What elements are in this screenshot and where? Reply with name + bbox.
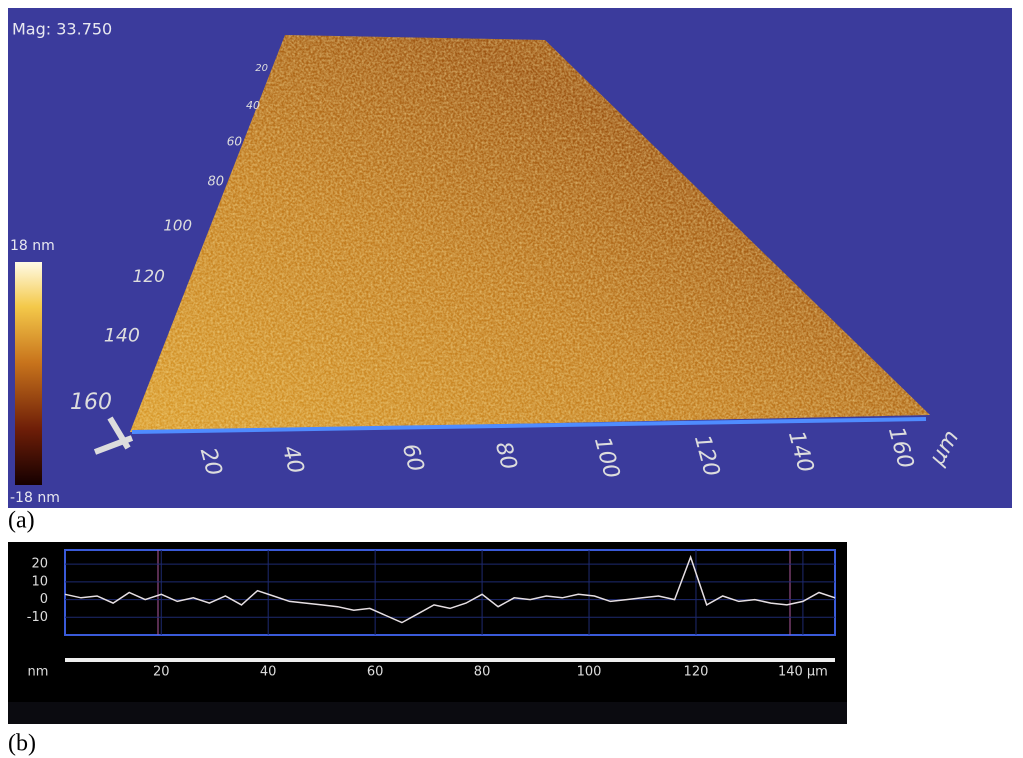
y-tick-label: 20 xyxy=(31,557,48,572)
scale-min: -18 nm xyxy=(10,490,60,506)
magnification: Mag: 33.750 xyxy=(12,20,112,39)
y-tick-label: 20 xyxy=(255,63,268,74)
x-tick-label: 40 xyxy=(260,665,277,680)
panel-label: (a) xyxy=(8,508,35,534)
y-tick-label: -10 xyxy=(27,610,48,625)
y-tick-label: 160 xyxy=(70,390,112,415)
y-tick-label: 60 xyxy=(227,135,243,149)
y-tick-label: 80 xyxy=(207,175,224,190)
panel-label: (b) xyxy=(8,731,36,757)
x-tick-label: 20 xyxy=(153,665,170,680)
y-tick-label: 140 xyxy=(104,325,140,347)
scale-max: 18 nm xyxy=(10,238,55,254)
x-tick-label: 140 µm xyxy=(778,665,828,680)
x-tick-label: 120 xyxy=(684,665,709,680)
y-axis-label: nm xyxy=(28,665,49,680)
status-strip xyxy=(8,702,847,724)
y-tick-label: 100 xyxy=(163,217,192,235)
y-tick-label: 10 xyxy=(31,574,48,589)
y-tick-label: 120 xyxy=(133,267,165,287)
y-tick-label: 0 xyxy=(40,592,48,607)
panel-b-background xyxy=(8,542,847,724)
figure: Mag: 33.750 18 nm -18 nm µm (a) nm (b) 2… xyxy=(0,0,1023,758)
y-tick-label: 40 xyxy=(246,99,260,112)
x-tick-label: 80 xyxy=(474,665,491,680)
color-bar xyxy=(15,262,42,485)
x-tick-label: 100 xyxy=(577,665,602,680)
x-tick-label: 60 xyxy=(367,665,384,680)
page: {"panel_a": {"label": "(a)", "magnificat… xyxy=(0,0,1023,758)
